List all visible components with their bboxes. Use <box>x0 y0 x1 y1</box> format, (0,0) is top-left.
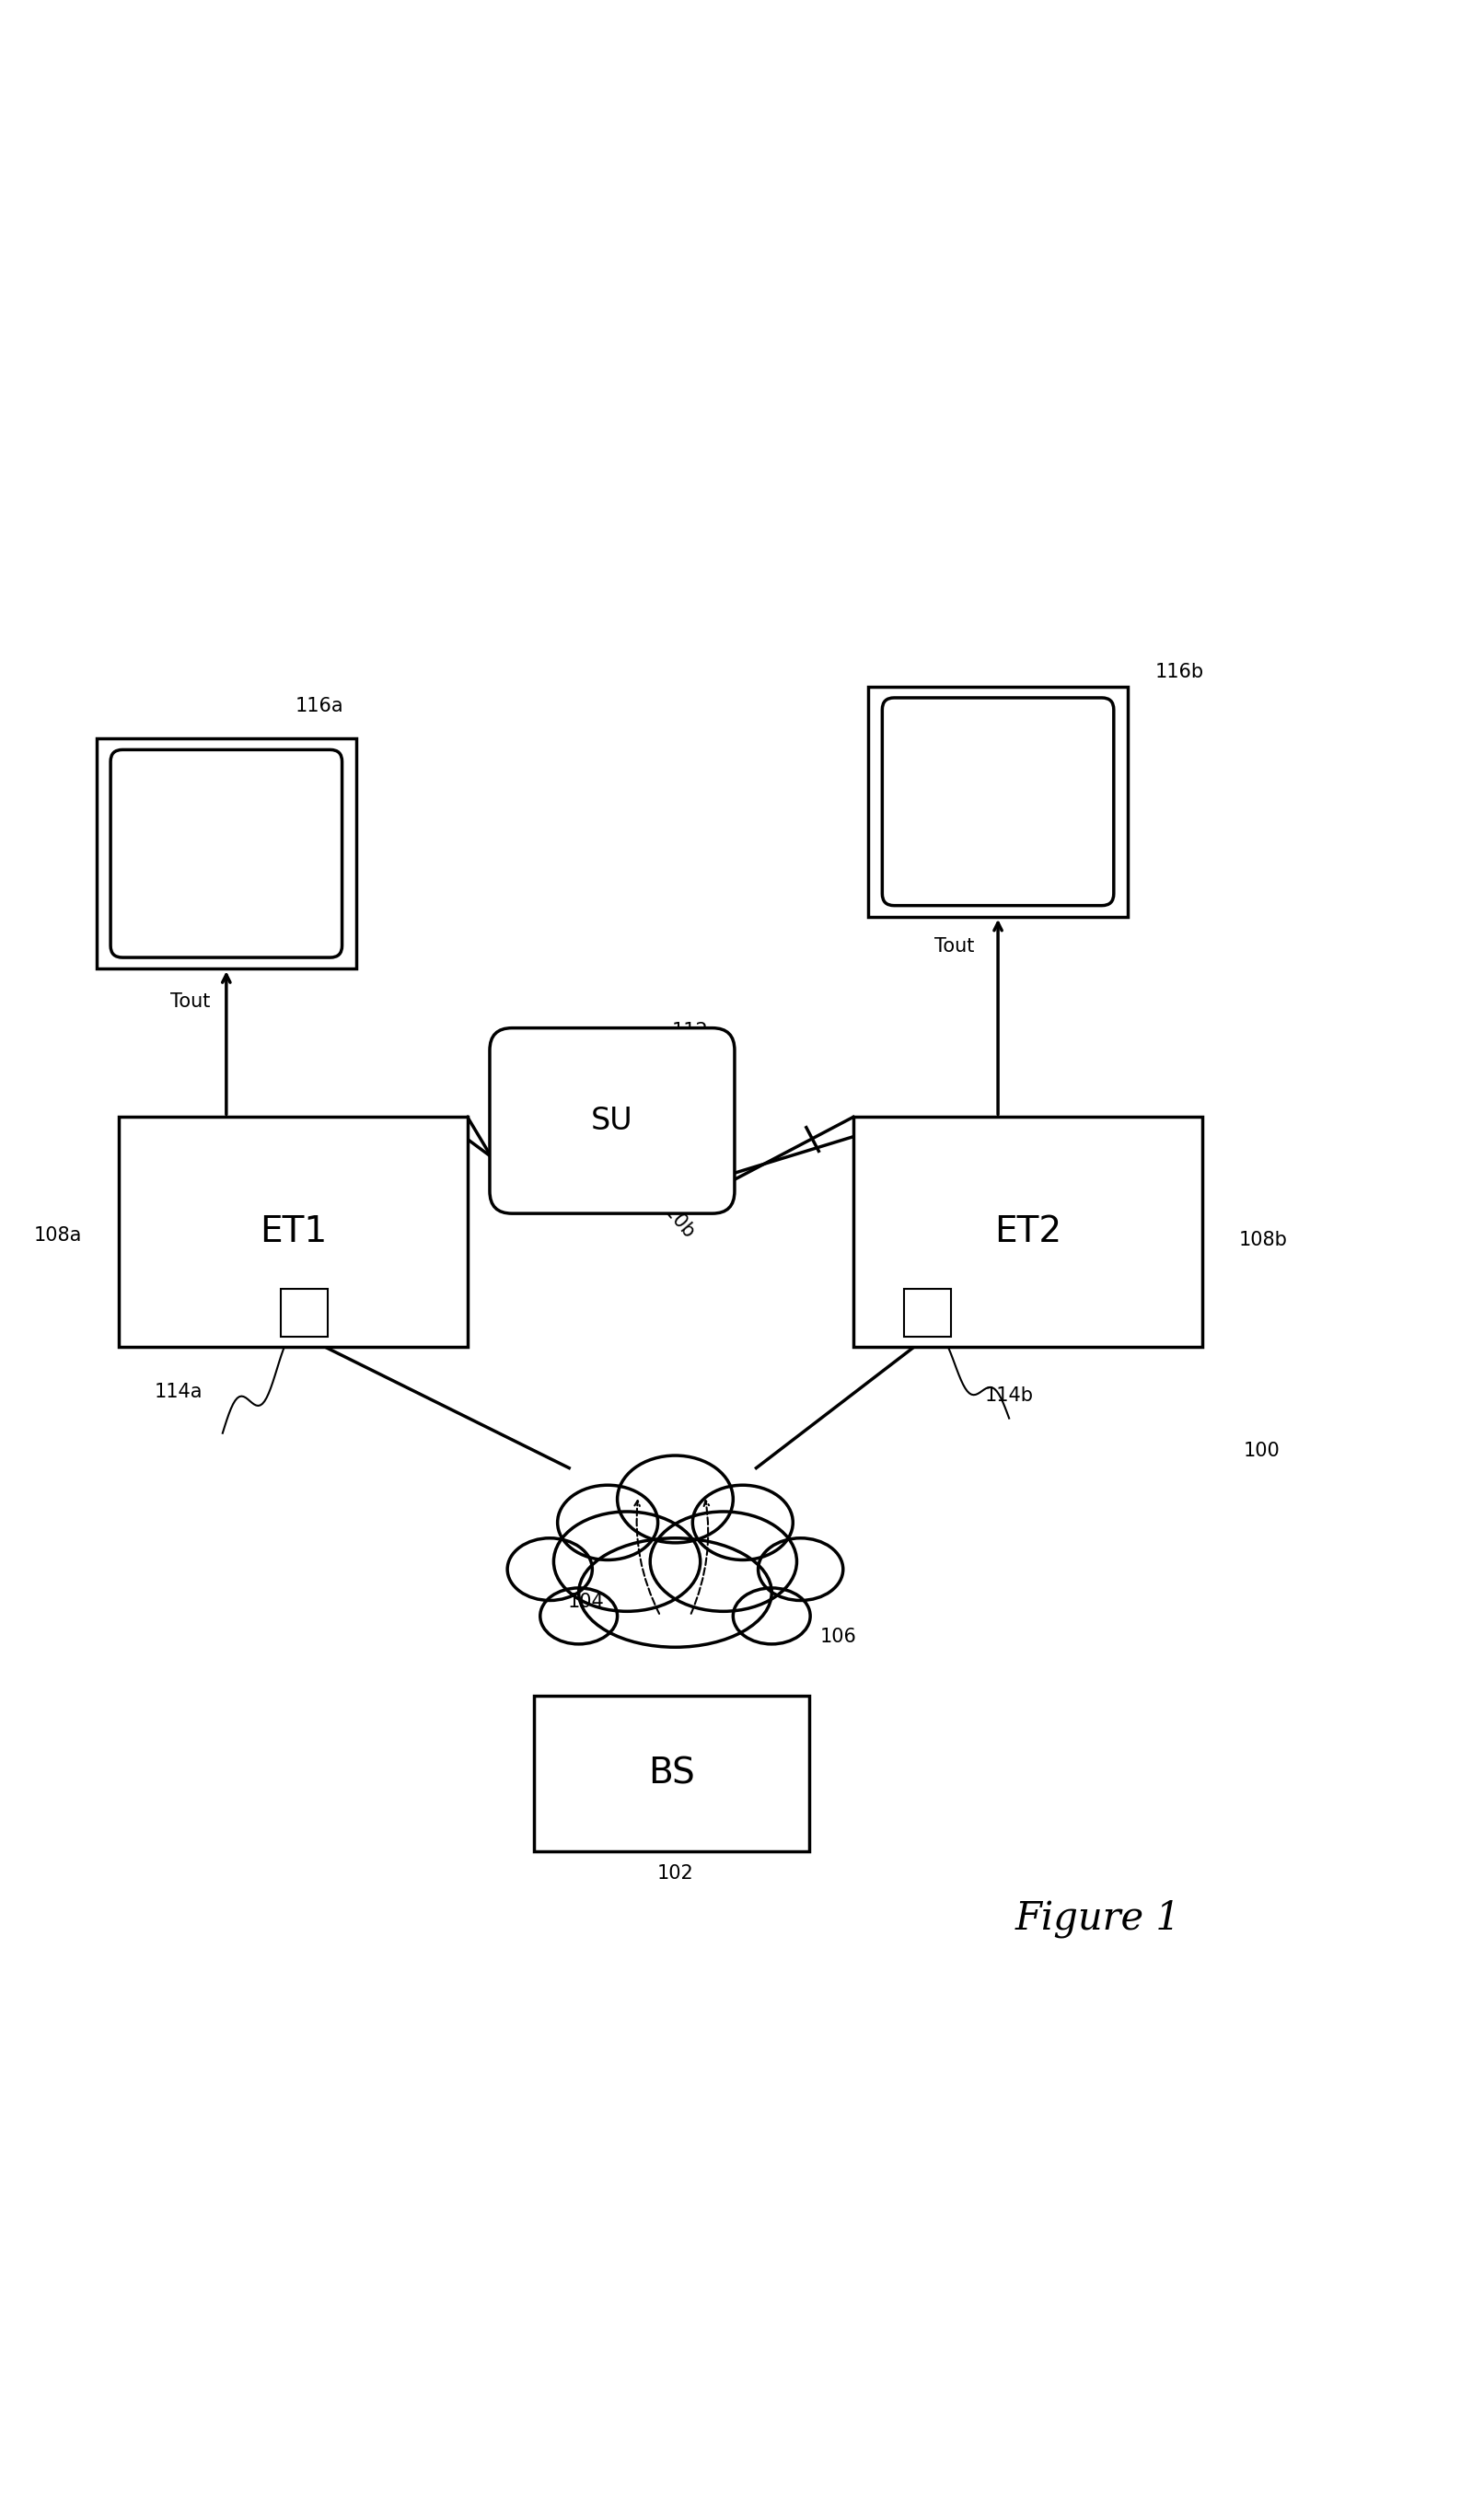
FancyBboxPatch shape <box>881 697 1113 906</box>
Text: 110a: 110a <box>358 1165 399 1218</box>
Ellipse shape <box>554 1512 700 1610</box>
Text: 114b: 114b <box>985 1386 1033 1406</box>
Ellipse shape <box>579 1537 772 1648</box>
Text: 114a: 114a <box>154 1381 202 1401</box>
Text: 116a: 116a <box>295 697 343 715</box>
Ellipse shape <box>617 1457 733 1542</box>
FancyBboxPatch shape <box>534 1696 809 1852</box>
FancyBboxPatch shape <box>868 687 1128 916</box>
Ellipse shape <box>540 1588 617 1643</box>
Text: 110b: 110b <box>653 1193 697 1243</box>
Text: BS: BS <box>649 1756 695 1791</box>
FancyBboxPatch shape <box>96 740 356 969</box>
Text: SU: SU <box>591 1105 634 1135</box>
Text: Figure 1: Figure 1 <box>1015 1900 1181 1937</box>
Text: Tout: Tout <box>171 991 209 1011</box>
FancyBboxPatch shape <box>853 1117 1202 1346</box>
Text: 106: 106 <box>821 1628 856 1645</box>
Text: ET2: ET2 <box>994 1215 1061 1250</box>
FancyBboxPatch shape <box>490 1029 735 1213</box>
Text: Tout: Tout <box>935 936 974 956</box>
Ellipse shape <box>558 1484 657 1560</box>
FancyBboxPatch shape <box>280 1288 328 1336</box>
Text: 104: 104 <box>568 1593 604 1610</box>
FancyBboxPatch shape <box>119 1117 467 1346</box>
Ellipse shape <box>733 1588 810 1643</box>
Text: 102: 102 <box>657 1864 693 1882</box>
Ellipse shape <box>693 1484 792 1560</box>
Ellipse shape <box>508 1537 592 1600</box>
Text: 108b: 108b <box>1239 1230 1288 1250</box>
Text: 116b: 116b <box>1156 662 1204 682</box>
Ellipse shape <box>650 1512 797 1610</box>
Text: 112: 112 <box>672 1021 708 1039</box>
Text: 100: 100 <box>1244 1442 1279 1459</box>
FancyBboxPatch shape <box>904 1288 951 1336</box>
Text: 108a: 108a <box>34 1225 82 1245</box>
FancyBboxPatch shape <box>111 750 341 959</box>
Ellipse shape <box>758 1537 843 1600</box>
Text: ET1: ET1 <box>260 1215 326 1250</box>
